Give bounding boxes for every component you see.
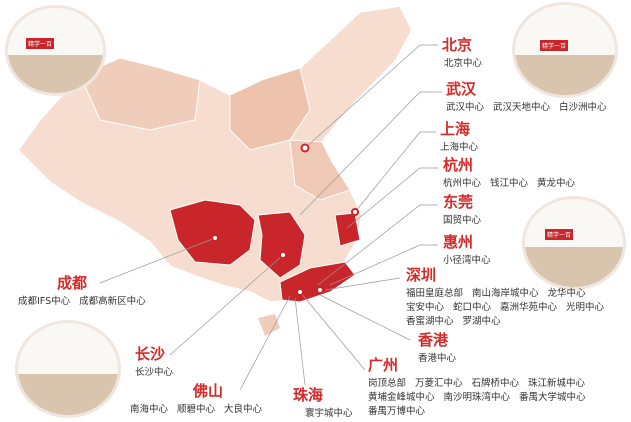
office-photo: 精学一百 (5, 5, 106, 96)
city-name: 珠海 (293, 386, 324, 404)
center-name: 南山海岸城中心 (472, 288, 539, 299)
city-name: 深圳 (406, 266, 437, 284)
city-name: 佛山 (193, 382, 224, 400)
center-name: 武汉中心 (446, 102, 485, 113)
center-name: 罗湖中心 (462, 316, 501, 327)
region (289, 139, 351, 201)
center-name: 嘉洲华苑中心 (500, 302, 558, 313)
office-photo (15, 320, 121, 418)
logo: 精学一百 (540, 40, 569, 51)
center-name: 钱江中心 (490, 178, 529, 189)
center-name: 成都高新区中心 (79, 296, 146, 307)
center-name: 南沙明珠湾中心 (443, 392, 511, 403)
city-name: 广州 (368, 356, 399, 374)
center-name: 香港中心 (418, 353, 457, 364)
center-name: 黄龙中心 (537, 178, 576, 189)
center-name: 武汉天地中心 (493, 102, 551, 113)
sichuan (169, 199, 256, 266)
region (229, 67, 311, 151)
center-name: 黄埔金峰城中心 (368, 392, 435, 403)
city-name: 东莞 (443, 193, 474, 211)
center-row: 武汉中心 武汉天地中心 白沙洲中心 (446, 101, 616, 115)
center-row: 长沙中心 (135, 366, 182, 380)
zhejiang (334, 212, 361, 247)
city-name: 武汉 (446, 80, 477, 98)
center-name: 蛇口中心 (453, 302, 492, 313)
logo: 精学一百 (26, 38, 55, 49)
center-row: 香港中心 (418, 352, 465, 366)
center-name: 大良中心 (224, 404, 263, 415)
office-photo: 精学一百 (512, 2, 618, 98)
center-name: 南海中心 (130, 404, 169, 415)
center-row: 福田皇庭总部 南山海岸城中心 龙华中心 (406, 287, 595, 301)
center-name: 光明中心 (566, 302, 605, 313)
center-name: 番禺大学城中心 (519, 392, 586, 403)
leader-lines (99, 44, 442, 391)
center-name: 小径湾中心 (443, 255, 491, 266)
city-name: 惠州 (443, 233, 474, 251)
region (79, 57, 201, 131)
center-row: 宝安中心 蛇口中心 嘉洲华苑中心 光明中心 (406, 301, 613, 315)
hunan (257, 211, 306, 279)
center-name: 石牌桥中心 (471, 378, 520, 389)
logo: 精学一百 (545, 229, 574, 240)
center-row: 杭州中心 钱江中心 黄龙中心 (443, 177, 584, 191)
center-name: 宝安中心 (406, 302, 445, 313)
center-name: 香蜜湖中心 (406, 316, 454, 327)
center-row: 黄埔金峰城中心 南沙明珠湾中心 番禺大学城中心 (368, 391, 595, 405)
office-photo: 精学一百 (522, 196, 626, 290)
hainan (258, 314, 280, 336)
center-name: 珠江新城中心 (528, 378, 586, 389)
center-row: 番禺万博中心 (368, 405, 434, 419)
center-name: 北京中心 (444, 58, 483, 69)
center-name: 番禺万博中心 (368, 406, 426, 417)
center-row: 小径湾中心 (443, 254, 500, 268)
center-row: 成都IFS中心 成都高新区中心 (18, 295, 155, 309)
city-dots (211, 143, 359, 296)
city-name: 香港 (418, 331, 449, 349)
city-name: 上海 (440, 120, 471, 138)
center-row: 香蜜湖中心 罗湖中心 (406, 315, 510, 329)
city-name: 北京 (442, 36, 473, 54)
center-name: 岗顶总部 (368, 378, 407, 389)
center-row: 国贸中心 (443, 214, 490, 228)
center-name: 国贸中心 (443, 215, 482, 226)
center-name: 上海中心 (440, 142, 479, 153)
center-name: 长沙中心 (135, 367, 174, 378)
center-row: 北京中心 (444, 57, 491, 71)
center-row: 上海中心 (440, 141, 487, 155)
center-name: 杭州中心 (443, 178, 482, 189)
center-name: 白沙洲中心 (559, 102, 607, 113)
center-name: 寰宇城中心 (305, 408, 353, 419)
center-name: 成都IFS中心 (18, 296, 71, 307)
center-row: 寰宇城中心 (305, 407, 362, 421)
center-name: 福田皇庭总部 (406, 288, 464, 299)
city-name: 长沙 (135, 345, 166, 363)
center-name: 顺碧中心 (177, 404, 216, 415)
city-name: 杭州 (443, 156, 474, 174)
center-row: 岗顶总部 万菱汇中心 石牌桥中心 珠江新城中心 (368, 377, 594, 391)
center-name: 万菱汇中心 (415, 378, 463, 389)
center-name: 龙华中心 (547, 288, 586, 299)
center-row: 南海中心 顺碧中心 大良中心 (130, 403, 271, 417)
city-name: 成都 (57, 274, 88, 292)
